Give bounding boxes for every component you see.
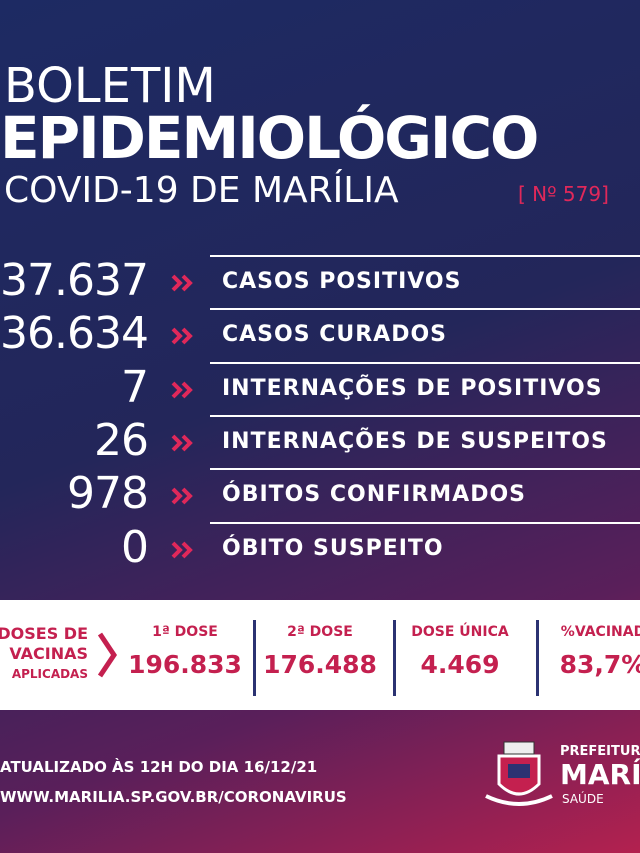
coat-of-arms <box>485 741 553 806</box>
stat-number: 37.637 <box>0 255 149 306</box>
stat-number: 26 <box>94 414 149 466</box>
site: WWW.MARILIA.SP.GOV.BR/CORONAVIRUS <box>0 788 347 806</box>
stat-number: 7 <box>121 361 149 413</box>
chevron <box>171 541 193 558</box>
stat-rule <box>210 414 640 417</box>
org-city: MARÍ <box>560 758 640 791</box>
stat-rule <box>210 308 640 311</box>
stat-rule <box>210 255 640 257</box>
stat-rule <box>210 468 640 471</box>
chevron <box>171 381 193 399</box>
stat-label: INTERNAÇÕES DE SUSPEITOS <box>222 428 608 454</box>
vaccine-value: 4.469 <box>420 650 500 679</box>
stat-rule <box>210 361 640 364</box>
vaccine-value: 83,7% <box>559 650 640 679</box>
vaccine-value: 196.833 <box>128 650 242 679</box>
bracket <box>97 632 118 678</box>
heading-line: DOSES DE <box>0 624 88 643</box>
vaccine-label: 1ª DOSE <box>152 624 218 640</box>
vaccine-label: %VACINAD <box>560 624 640 640</box>
vaccine-value: 176.488 <box>263 650 377 679</box>
vaccine-label: 2ª DOSE <box>287 624 353 640</box>
title-line1: BOLETIM <box>4 58 216 114</box>
stat-number: 0 <box>121 521 149 573</box>
stat-number: 978 <box>67 468 149 520</box>
stat-label: ÓBITOS CONFIRMADOS <box>222 482 527 508</box>
vaccine-heading: DOSES DE VACINAS APLICADAS <box>0 624 88 684</box>
stat-number: 36.634 <box>0 308 149 360</box>
stat-label: ÓBITO SUSPEITO <box>222 535 444 561</box>
stat-rule <box>210 521 640 524</box>
stat-label: CASOS CURADOS <box>222 322 448 348</box>
site-path: CORONAVIRUS <box>223 788 347 806</box>
chevron <box>171 434 193 452</box>
stat-label: INTERNAÇÕES DE POSITIVOS <box>222 375 603 401</box>
chevron <box>171 327 193 345</box>
org-name: PREFEITUR <box>560 744 640 759</box>
chevron <box>171 487 193 505</box>
separator <box>393 620 396 696</box>
title-line2: EPIDEMIOLÓGICO <box>0 104 539 172</box>
separator <box>253 620 256 696</box>
site-url: WWW.MARILIA.SP.GOV.BR/ <box>0 788 224 806</box>
org-dept: SAÚDE <box>562 792 604 806</box>
heading-line: VACINAS <box>9 644 88 663</box>
heading-line: APLICADAS <box>11 667 88 681</box>
updated: ATUALIZADO ÀS 12H DO DIA 16/12/21 <box>0 758 318 776</box>
chevron <box>171 274 193 292</box>
vaccine-band: DOSES DE VACINAS APLICADAS 1ª DOSE 196.83… <box>0 600 640 710</box>
edition: [ Nº 579] <box>518 182 609 206</box>
vaccine-label: DOSE ÚNICA <box>411 624 509 640</box>
title-line3: COVID-19 DE MARÍLIA <box>4 170 399 211</box>
separator <box>536 620 539 696</box>
stat-label: CASOS POSITIVOS <box>222 269 462 294</box>
